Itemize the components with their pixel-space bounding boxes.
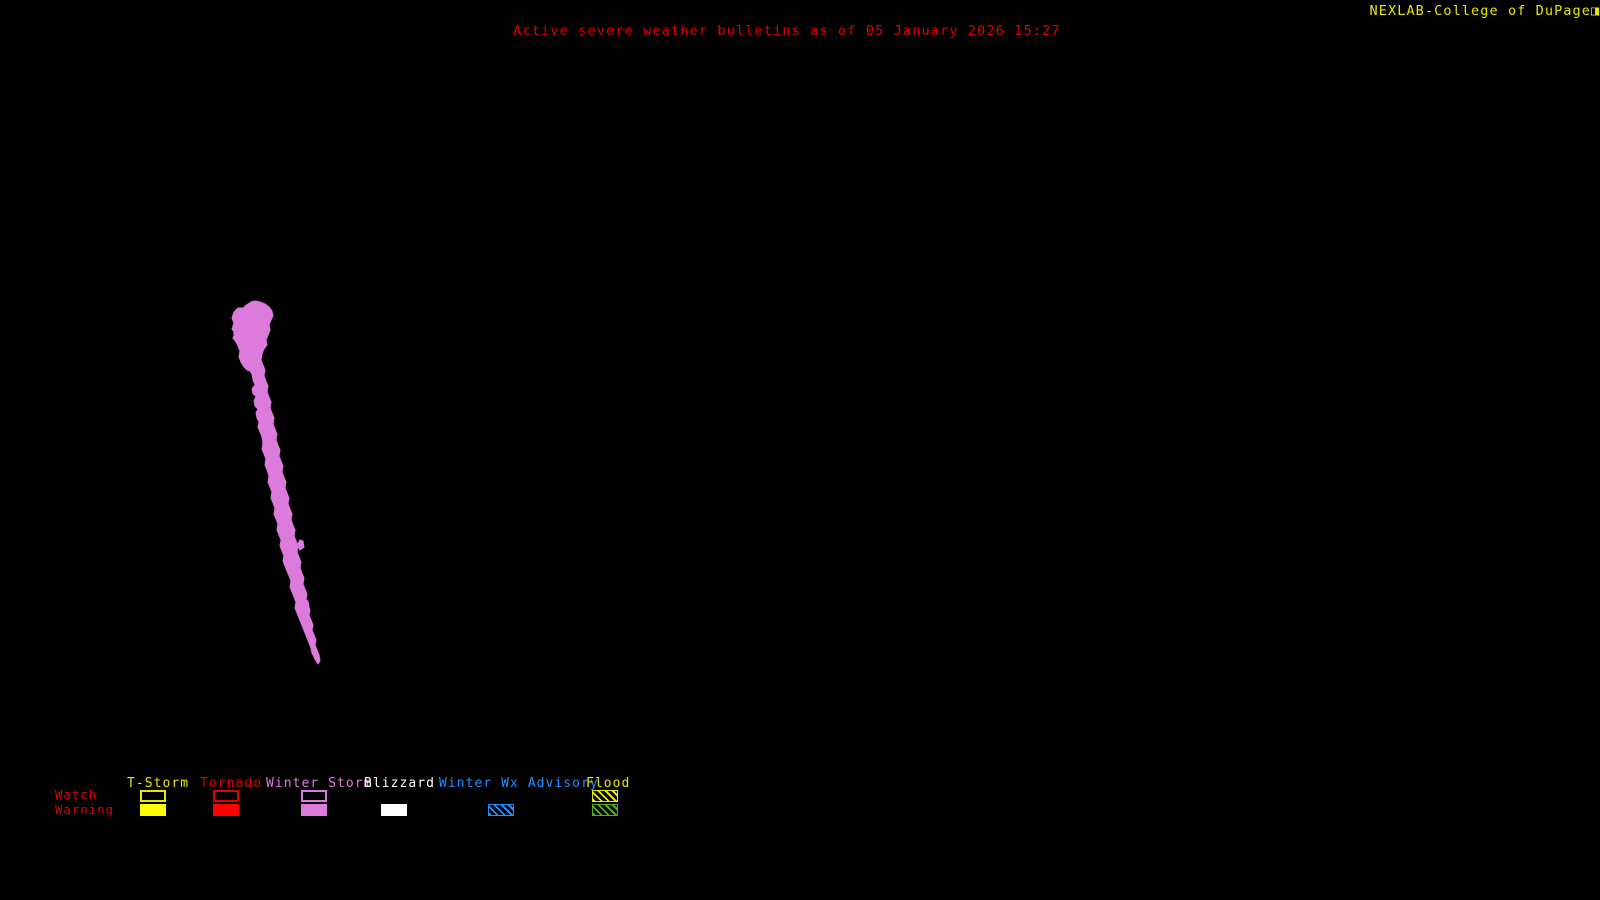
legend-swatch-watch — [592, 790, 618, 802]
legend-column-label: Flood — [586, 776, 631, 791]
legend: Watch Warning T-Storm Tornado Winter Storm… — [0, 770, 1600, 836]
page-title-bar: Active severe weather bulletins as of 05… — [0, 20, 1600, 39]
legend-column-label: Blizzard — [364, 776, 436, 791]
legend-column-label: Winter Storm — [266, 776, 373, 791]
winter-storm-warning-area[interactable] — [233, 300, 321, 665]
legend-swatch-warning — [140, 804, 166, 816]
legend-swatch-warning — [301, 804, 327, 816]
legend-row-label-warning: Warning — [55, 802, 114, 817]
winter-storm-warning-area-detail — [231, 307, 310, 611]
bulletin-polygon-winter-storm-warning[interactable] — [231, 300, 321, 665]
legend-column-label: Winter Wx Advisory — [439, 776, 599, 791]
legend-column-label: Tornado — [200, 776, 263, 791]
brand-text: NEXLAB-College of DuPage — [1369, 3, 1591, 19]
legend-column-label: T-Storm — [127, 776, 190, 791]
legend-row-label-watch: Watch — [55, 787, 98, 802]
brand-mark-icon: ◨ — [1591, 3, 1600, 19]
legend-swatch-warning — [592, 804, 618, 816]
legend-swatch-watch — [301, 790, 327, 802]
legend-swatch-watch — [140, 790, 166, 802]
legend-swatch-warning — [213, 804, 239, 816]
map-canvas[interactable] — [0, 40, 1600, 770]
legend-swatch-warning — [381, 804, 407, 816]
legend-swatch-warning — [488, 804, 514, 816]
page-title: Active severe weather bulletins as of 05… — [513, 23, 1061, 39]
map-svg — [231, 300, 321, 665]
brand-label: NEXLAB-College of DuPage◨ — [1370, 3, 1600, 19]
legend-swatch-watch — [213, 790, 239, 802]
